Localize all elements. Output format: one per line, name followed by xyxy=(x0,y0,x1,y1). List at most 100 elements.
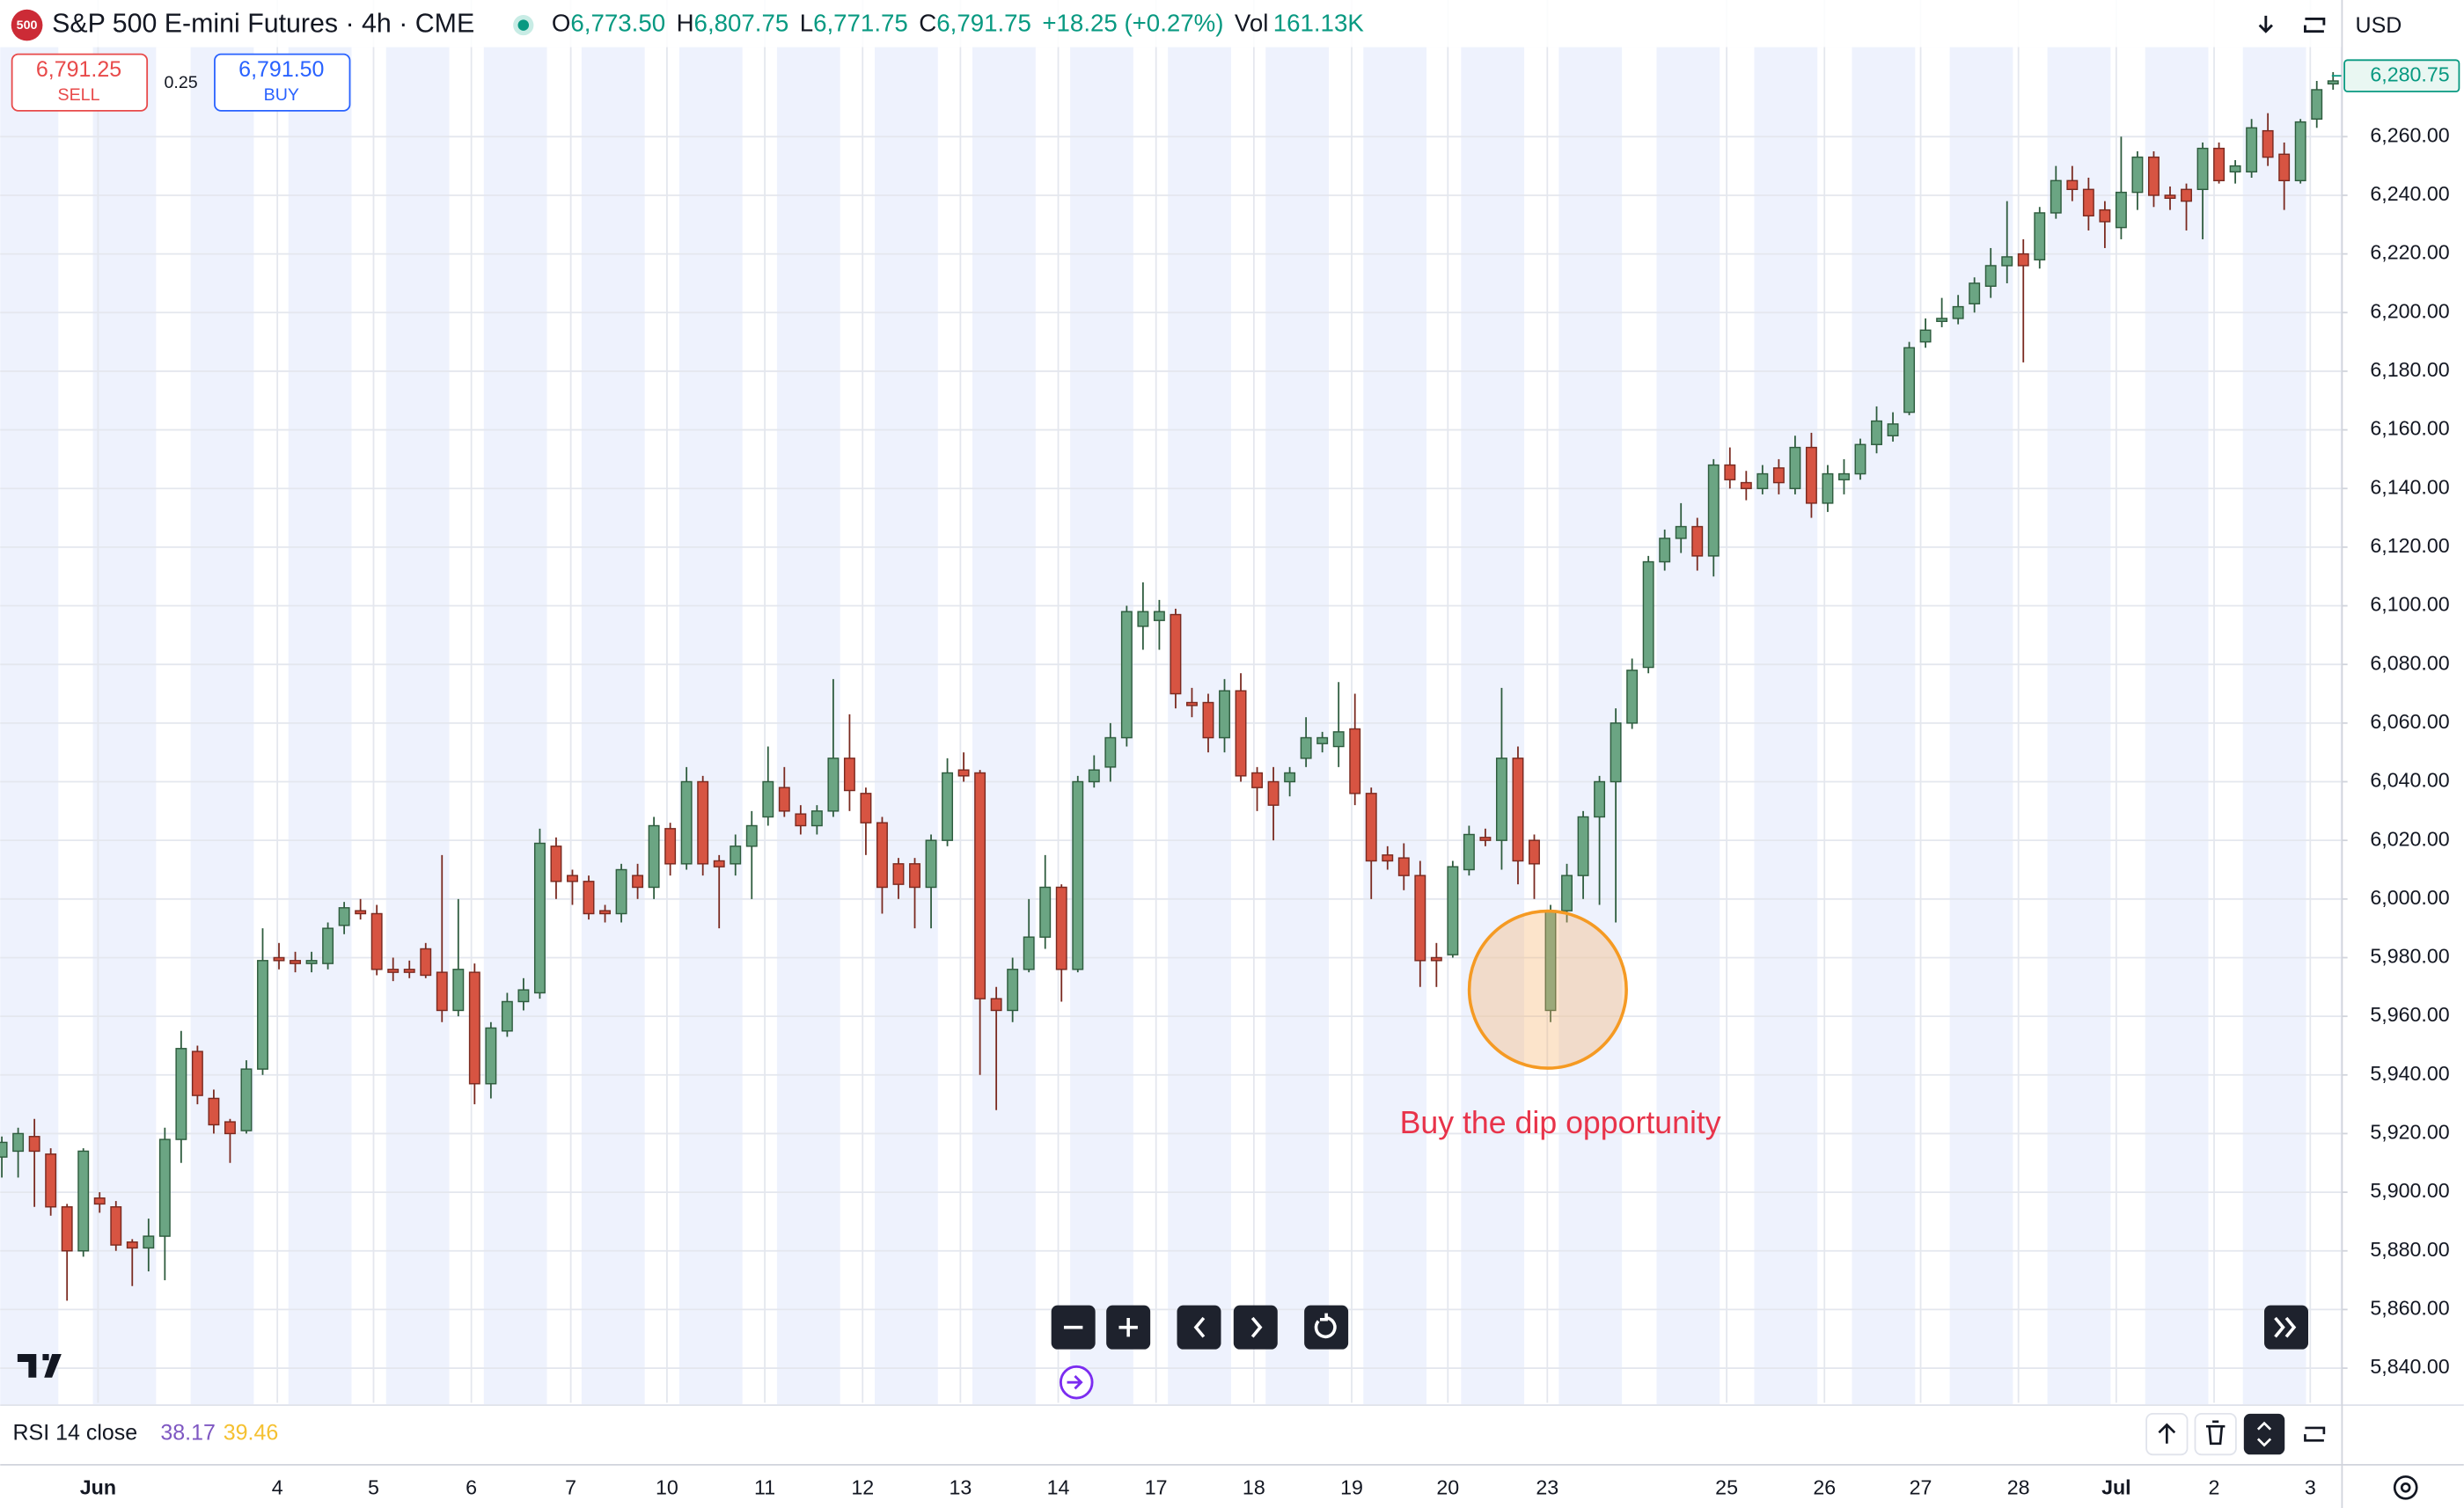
candle-body xyxy=(1969,282,1981,304)
trash-icon xyxy=(2205,1420,2226,1446)
buy-button[interactable] xyxy=(214,53,351,112)
sell-price[interactable]: 6,791.25 xyxy=(36,57,121,82)
candle-body xyxy=(1088,769,1100,783)
sync-icon[interactable] xyxy=(2304,17,2326,33)
candle-body xyxy=(1284,772,1296,783)
candle-body xyxy=(583,881,595,915)
candle-body xyxy=(420,948,432,977)
candle-body xyxy=(322,927,334,964)
candle-body xyxy=(1772,467,1785,484)
candle-body xyxy=(567,875,578,882)
y-tick-label: 6,160.00 xyxy=(2370,417,2449,440)
candle-body xyxy=(778,787,790,812)
candle-body xyxy=(2229,165,2241,173)
candle-body xyxy=(403,969,415,973)
candle-body xyxy=(158,1138,171,1237)
spread: 0.25 xyxy=(164,73,197,92)
ohlc-value: 6,807.75 xyxy=(694,10,789,37)
x-tick-label: 14 xyxy=(1047,1476,1070,1499)
symbol-title[interactable]: S&P 500 E-mini Futures · 4h · CME xyxy=(52,10,474,39)
session-bands xyxy=(0,47,2342,1405)
candles xyxy=(0,71,2339,1301)
scroll-right-button[interactable] xyxy=(1233,1305,1278,1350)
candle-body xyxy=(1984,265,1997,287)
reset-button[interactable] xyxy=(1304,1305,1349,1350)
candle-body xyxy=(77,1150,90,1252)
candle-body xyxy=(1267,780,1280,806)
y-tick-label: 6,140.00 xyxy=(2370,475,2449,498)
candle-body xyxy=(28,1136,40,1153)
candle-body xyxy=(1626,670,1639,724)
candle-body xyxy=(1055,886,1067,970)
market-status[interactable] xyxy=(513,14,534,36)
sell-button[interactable] xyxy=(11,53,149,112)
y-tick-label: 6,100.00 xyxy=(2370,593,2449,616)
candle-body xyxy=(974,772,986,999)
candle-body xyxy=(1512,758,1524,862)
candle-body xyxy=(1137,611,1149,627)
candle-body xyxy=(1251,772,1264,788)
candle-body xyxy=(1887,423,1899,436)
grid xyxy=(0,0,2342,1403)
candle-body xyxy=(1952,305,1964,319)
settings-icon[interactable] xyxy=(2393,1475,2418,1500)
y-tick-label: 6,240.00 xyxy=(2370,182,2449,205)
maximize-icon[interactable] xyxy=(2304,1426,2326,1442)
candle-body xyxy=(2196,147,2209,191)
candle-body xyxy=(240,1068,253,1131)
candle-body xyxy=(1675,525,1687,539)
currency-box[interactable] xyxy=(2343,3,2464,48)
candle-body xyxy=(1365,793,1377,862)
plus-icon xyxy=(1118,1317,1138,1337)
currency[interactable]: USD xyxy=(2356,13,2402,38)
y-tick-label: 5,980.00 xyxy=(2370,945,2449,968)
candle-body xyxy=(1838,472,1850,480)
ohlc-label: H xyxy=(677,10,694,37)
candle-body xyxy=(12,1132,25,1153)
delete-button[interactable] xyxy=(2194,1412,2237,1456)
sell-label[interactable]: SELL xyxy=(57,85,99,105)
y-tick-label: 5,880.00 xyxy=(2370,1238,2449,1261)
candle-body xyxy=(1903,347,1916,414)
candle-body xyxy=(615,868,627,915)
indicator-value: 38.17 xyxy=(160,1421,216,1446)
y-tick-label: 6,040.00 xyxy=(2370,769,2449,792)
candle-body xyxy=(1414,875,1426,962)
y-tick-label: 5,960.00 xyxy=(2370,1003,2449,1026)
ohlc-label: C xyxy=(919,10,936,37)
candle-body xyxy=(957,769,970,777)
candle-body xyxy=(2311,89,2323,121)
logo xyxy=(11,9,43,41)
candle-body xyxy=(1724,464,1736,480)
candle-body xyxy=(1170,613,1182,695)
candle-body xyxy=(1185,701,1198,706)
candle-body xyxy=(1822,472,1834,504)
candle-body xyxy=(1854,443,1866,475)
candle-body xyxy=(680,780,693,865)
scroll-end-button[interactable] xyxy=(2264,1305,2309,1350)
candle-body xyxy=(843,758,855,792)
candle-body xyxy=(1332,731,1345,748)
highlight-circle xyxy=(1467,909,1628,1070)
candle-body xyxy=(1007,969,1019,1012)
candle-body xyxy=(599,910,611,915)
candle-body xyxy=(2050,179,2062,214)
ohlc-value: 6,771.75 xyxy=(813,10,908,37)
candle-body xyxy=(1300,736,1312,759)
candle-body xyxy=(1529,839,1540,865)
scroll-left-button[interactable] xyxy=(1177,1305,1221,1350)
up-icon xyxy=(2158,1423,2176,1444)
y-tick-label: 6,080.00 xyxy=(2370,651,2449,674)
candle-body xyxy=(2017,253,2029,267)
candle-body xyxy=(1691,525,1704,557)
buy-label[interactable]: BUY xyxy=(264,85,299,105)
buy-price[interactable]: 6,791.50 xyxy=(238,57,324,82)
candle-body xyxy=(1479,837,1492,841)
candle-body xyxy=(1039,886,1052,938)
collapse-button[interactable] xyxy=(2243,1413,2285,1455)
candle-body xyxy=(1316,736,1329,744)
candle-body xyxy=(110,1206,122,1246)
candle-body xyxy=(2148,156,2160,196)
